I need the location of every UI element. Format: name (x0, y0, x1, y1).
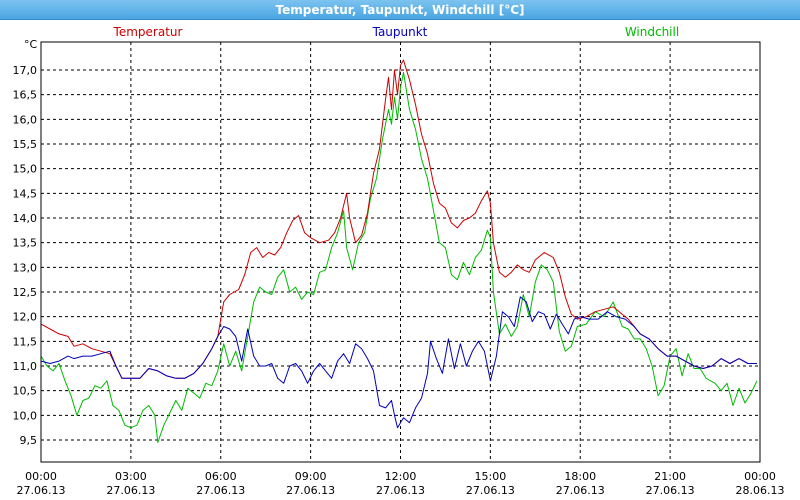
y-tick-label: 10,5 (13, 385, 38, 398)
y-tick-label: 10,0 (13, 409, 38, 422)
y-tick-label: 16,5 (13, 89, 38, 102)
legend: Temperatur Taupunkt Windchill (113, 25, 680, 39)
y-tick-label: 9,5 (20, 434, 38, 447)
chart-title-bar: Temperatur, Taupunkt, Windchill [°C] (0, 0, 800, 20)
y-tick-label: 11,5 (13, 335, 38, 348)
y-tick-label: 11,0 (13, 360, 38, 373)
x-tick-date: 28.06.13 (736, 484, 785, 497)
y-tick-label: 16,0 (13, 113, 38, 126)
x-tick-date: 27.06.13 (466, 484, 515, 497)
y-tick-label: 15,5 (13, 138, 38, 151)
plot-frame (40, 41, 761, 463)
grid (41, 42, 760, 462)
x-tick-time: 12:00 (385, 470, 417, 483)
x-tick-time: 06:00 (205, 470, 237, 483)
series-line-windchill (40, 72, 758, 443)
x-tick-date: 27.06.13 (646, 484, 695, 497)
x-tick-time: 21:00 (654, 470, 686, 483)
y-tick-label: 15,0 (13, 163, 38, 176)
y-tick-label: 12,0 (13, 311, 38, 324)
x-tick-time: 03:00 (115, 470, 147, 483)
chart-title: Temperatur, Taupunkt, Windchill [°C] (275, 2, 525, 17)
legend-windchill: Windchill (625, 25, 679, 39)
y-axis-ticks: 9,5 10,0 10,5 11,0 11,5 12,0 12,5 13,0 13,5 14,0 1… (13, 64, 38, 447)
x-tick-date: 27.06.13 (196, 484, 245, 497)
y-tick-label: 17,0 (13, 64, 38, 77)
legend-temperatur: Temperatur (113, 25, 183, 39)
chart-svg: °C Temperatur Taupunkt Windchill 9,5 10,0 10… (13, 25, 785, 497)
x-tick-time: 09:00 (295, 470, 327, 483)
x-tick-date: 27.06.13 (556, 484, 605, 497)
series-line-taupunkt (40, 296, 757, 429)
x-tick-time: 18:00 (564, 470, 596, 483)
y-tick-label: 14,5 (13, 187, 38, 200)
x-tick-date: 27.06.13 (17, 484, 66, 497)
series-layer (40, 59, 758, 443)
x-tick-date: 27.06.13 (286, 484, 335, 497)
x-tick-time: 15:00 (475, 470, 507, 483)
legend-taupunkt: Taupunkt (372, 25, 428, 39)
x-tick-date: 27.06.13 (106, 484, 155, 497)
y-tick-label: 13,5 (13, 237, 38, 250)
y-tick-label: 12,5 (13, 286, 38, 299)
x-tick-time: 00:00 (25, 470, 57, 483)
y-unit-label: °C (24, 38, 38, 51)
x-axis-ticks: 00:0027.06.1303:0027.06.1306:0027.06.130… (17, 470, 785, 497)
x-tick-date: 27.06.13 (376, 484, 425, 497)
x-tick-time: 00:00 (744, 470, 776, 483)
y-tick-label: 13,0 (13, 261, 38, 274)
y-tick-label: 14,0 (13, 212, 38, 225)
